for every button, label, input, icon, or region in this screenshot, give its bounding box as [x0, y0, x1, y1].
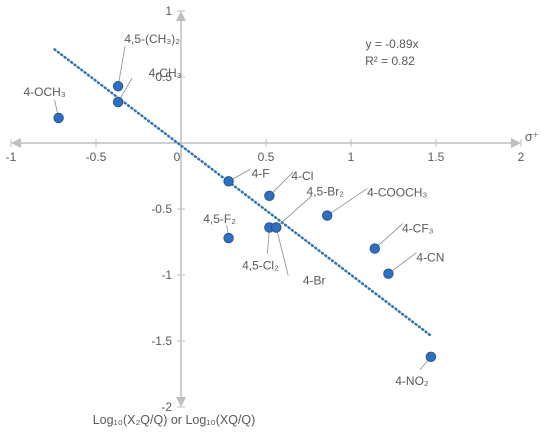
- x-tick-label: -0.5: [86, 150, 107, 164]
- point-label: 4-COOCH₃: [367, 186, 427, 200]
- point-label: 4-CN: [416, 251, 444, 265]
- r-squared-label: R² = 0.82: [365, 54, 415, 68]
- x-tick-label: 0: [174, 150, 181, 164]
- leader-line: [326, 188, 368, 216]
- y-tick-label: -2: [161, 400, 172, 414]
- point-label: 4-Br: [303, 273, 326, 287]
- data-point: [271, 222, 282, 233]
- data-point: [425, 351, 437, 363]
- point-label: 4,5-Cl₂: [242, 258, 279, 272]
- leader-line: [275, 227, 289, 276]
- leader-line: [269, 171, 294, 197]
- y-axis-arrow-top: [176, 11, 186, 21]
- x-tick-label: -1: [6, 150, 17, 164]
- y-tick-label: -1: [161, 268, 172, 282]
- data-point: [383, 268, 394, 279]
- point-label: 4,5-Br₂: [307, 184, 345, 198]
- data-point: [223, 176, 234, 187]
- point-label: 4-Cl: [291, 169, 313, 183]
- leader-line: [388, 252, 417, 274]
- point-label: 4,5-F₂: [203, 212, 236, 226]
- data-points: [53, 81, 437, 363]
- leader-line: [275, 195, 313, 228]
- data-point: [264, 190, 275, 202]
- x-tick-label: 1: [348, 150, 355, 164]
- y-tick-label: 1: [165, 4, 172, 18]
- data-point: [53, 112, 64, 124]
- y-tick-label: 0.5: [155, 70, 172, 84]
- x-tick-label: 1.5: [428, 150, 445, 164]
- axis-ticks: -1 -0.5 0 0.5 1 1.5 2 1 0.5 -0.5 -1 -1.5 -2: [6, 4, 525, 414]
- point-label: 4-OCH₃: [23, 85, 65, 99]
- y-axis-label: Log₁₀(X₂Q/Q) or Log₁₀(XQ/Q): [93, 413, 256, 427]
- point-label: 4-NO₂: [395, 374, 429, 388]
- point-label: 4,5-(CH₃)₂: [124, 32, 180, 46]
- data-point: [112, 81, 124, 92]
- point-label: 4-CF₃: [402, 222, 434, 236]
- x-tick-label: 2: [518, 150, 525, 164]
- x-tick-label: 0.5: [258, 150, 275, 164]
- y-axis-arrow-bottom: [176, 397, 186, 407]
- x-axis-arrow-right: [511, 138, 521, 148]
- point-label: 4-F: [252, 166, 270, 180]
- data-point: [223, 232, 234, 244]
- y-tick-label: -0.5: [151, 202, 172, 216]
- data-point: [112, 96, 124, 108]
- data-point: [322, 210, 333, 221]
- trendline-equation: y = -0.89x: [365, 37, 418, 51]
- x-axis-arrow-left: [11, 138, 21, 148]
- point-label: 4-CH₃: [149, 66, 182, 80]
- leader-line: [374, 223, 404, 249]
- x-axis-label: σ⁺: [525, 130, 539, 144]
- point-labels: 4-OCH₃ 4,5-(CH₃)₂ 4-CH₃ 4-F 4-Cl4,5-Br₂ 4,5-F…: [23, 32, 444, 388]
- y-tick-label: -1.5: [151, 334, 172, 348]
- data-point: [369, 243, 381, 254]
- leader-line: [117, 46, 126, 87]
- leader-lines: [54, 46, 432, 371]
